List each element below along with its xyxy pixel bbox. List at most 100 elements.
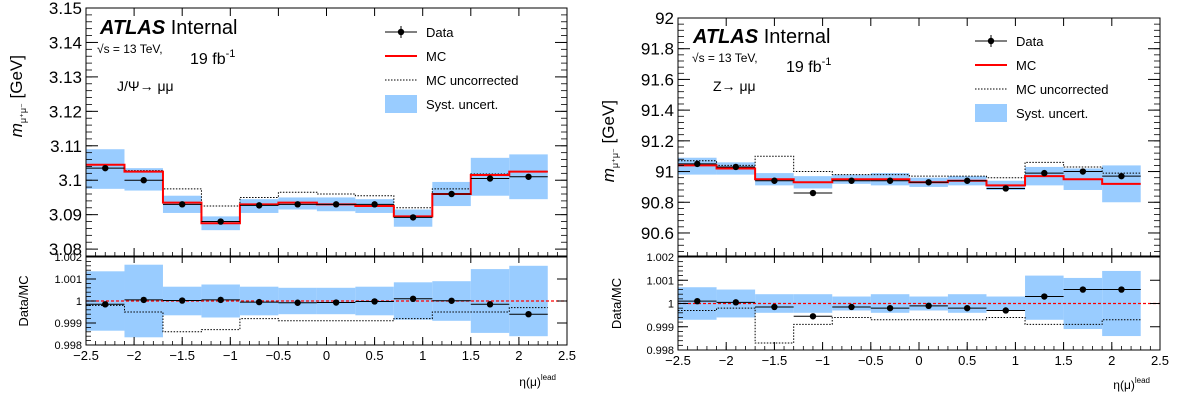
y-tick-label: 3.1	[58, 171, 82, 190]
z-chart: −2.5 −2 −1.5 −1 −0.5 0 0.5 1 1.5 2 2.5 90.6 90.8 91 91…	[599, 9, 1169, 392]
ratio-point	[486, 301, 494, 308]
x-tick-label: −2	[127, 348, 142, 363]
data-point	[1118, 172, 1125, 180]
x-tick-label: 2	[515, 348, 522, 363]
y-tick-label: 91.6	[641, 70, 674, 89]
data-point	[448, 190, 455, 198]
legend-syst-label: Syst. uncert.	[1016, 106, 1088, 121]
y-tick-label: 91.8	[641, 40, 674, 59]
y-axis-label-m: m	[7, 123, 26, 137]
x-tick-label: −1.5	[762, 353, 788, 368]
ratio-point	[848, 303, 855, 311]
data-point	[486, 175, 494, 182]
y-axis-label-sub: μ⁺μ⁻	[610, 148, 620, 168]
atlas-label-status: Internal	[165, 17, 237, 39]
luminosity-exponent: -1	[226, 48, 236, 60]
atlas-label: ATLAS Internal	[692, 26, 830, 48]
x-tick-label: −1.5	[169, 348, 195, 363]
legend-mc-label: MC	[1016, 58, 1036, 73]
ratio-tick-label: 1.001	[54, 274, 82, 286]
y-tick-label: 91	[655, 163, 674, 182]
main-plot-area	[678, 155, 1141, 203]
legend-syst-swatch	[975, 104, 1007, 122]
legend-mc-uncorrected-label: MC uncorrected	[1016, 82, 1108, 97]
x-tick-label: −2	[719, 353, 734, 368]
mc-uncorrected-line	[678, 155, 1141, 179]
data-point	[332, 201, 340, 208]
ratio-point	[1041, 293, 1048, 300]
data-point	[102, 164, 109, 172]
x-axis-label: η(μ)lead	[519, 373, 556, 389]
ratio-point	[771, 303, 778, 311]
x-tick-label: 0	[915, 353, 922, 368]
x-tick-label: −2.5	[665, 353, 691, 368]
data-point	[1002, 185, 1009, 192]
data-point	[694, 160, 701, 168]
legend-data-marker	[987, 37, 995, 45]
ratio-tick-label: 1.002	[646, 252, 674, 264]
ratio-point	[102, 301, 109, 308]
ratio-axis-label: Data/MC	[609, 278, 624, 329]
ratio-uncorrected-line	[678, 307, 1141, 344]
ratio-point	[448, 297, 455, 304]
data-point	[525, 173, 532, 180]
y-tick-label: 3.11	[50, 137, 82, 156]
data-point	[771, 177, 778, 184]
y-tick-label: 3.12	[49, 102, 82, 121]
data-point	[964, 177, 971, 184]
data-point	[217, 218, 224, 225]
data-point	[809, 189, 817, 197]
data-point	[294, 201, 301, 208]
x-tick-label: −1	[223, 348, 238, 363]
legend-mc-uncorrected-label: MC uncorrected	[426, 73, 518, 88]
x-tick-label: 1	[1012, 353, 1019, 368]
ratio-plot-area	[86, 264, 567, 338]
ratio-point	[1002, 307, 1009, 314]
data-point	[140, 177, 147, 184]
atlas-label-bold: ATLAS	[99, 17, 166, 39]
ratio-point	[525, 311, 532, 318]
luminosity-value: 19 fb	[190, 51, 226, 68]
x-tick-label: 2.5	[1151, 353, 1169, 368]
ratio-point	[179, 297, 186, 304]
luminosity-exponent: -1	[822, 56, 832, 68]
y-axis-label-sub: μ⁺μ⁻	[18, 103, 28, 123]
y-tick-label: 91.2	[641, 132, 674, 151]
x-axis-label-sup: lead	[541, 373, 556, 382]
x-tick-label: −0.5	[858, 353, 884, 368]
x-tick-label: 1.5	[462, 348, 480, 363]
legend: Data MC MC uncorrected Syst. uncert.	[975, 34, 1108, 122]
y-tick-label: 3.13	[49, 68, 82, 87]
y-tick-label: 90.6	[641, 224, 674, 243]
ratio-point	[1118, 286, 1125, 293]
x-tick-label: 1.5	[1055, 353, 1073, 368]
x-tick-label: −1	[815, 353, 830, 368]
x-tick-label: 0	[323, 348, 330, 363]
main-plot-area	[86, 149, 548, 231]
data-point	[179, 201, 186, 208]
process-label: J/Ψ→ μμ	[117, 78, 174, 94]
ratio-plot-area	[678, 270, 1160, 344]
ratio-point	[732, 299, 740, 306]
y-tick-label: 90.8	[641, 193, 674, 212]
ratio-tick-label: 0.998	[646, 345, 674, 357]
atlas-label: ATLAS Internal	[99, 17, 237, 39]
y-axis-label-m: m	[599, 168, 618, 182]
x-tick-label: 0.5	[366, 348, 384, 363]
data-point	[732, 163, 740, 171]
ratio-tick-label: 0.998	[54, 340, 82, 352]
y-axis-label-unit: [GeV]	[599, 100, 618, 148]
ratio-tick-label: 1.001	[646, 275, 674, 287]
y-tick-label: 3.08	[49, 240, 82, 259]
x-tick-label: 2.5	[558, 348, 576, 363]
data-point	[848, 177, 855, 184]
luminosity-value: 19 fb	[786, 59, 822, 76]
process-label: Z→ μμ	[713, 78, 756, 94]
y-tick-label: 92	[655, 9, 674, 28]
ratio-point	[886, 304, 894, 312]
x-tick-label: 1	[419, 348, 426, 363]
luminosity-label: 19 fb-1	[786, 56, 831, 76]
energy-label: √s = 13 TeV,	[97, 42, 163, 56]
ratio-point	[964, 304, 971, 312]
ratio-point	[409, 295, 417, 302]
